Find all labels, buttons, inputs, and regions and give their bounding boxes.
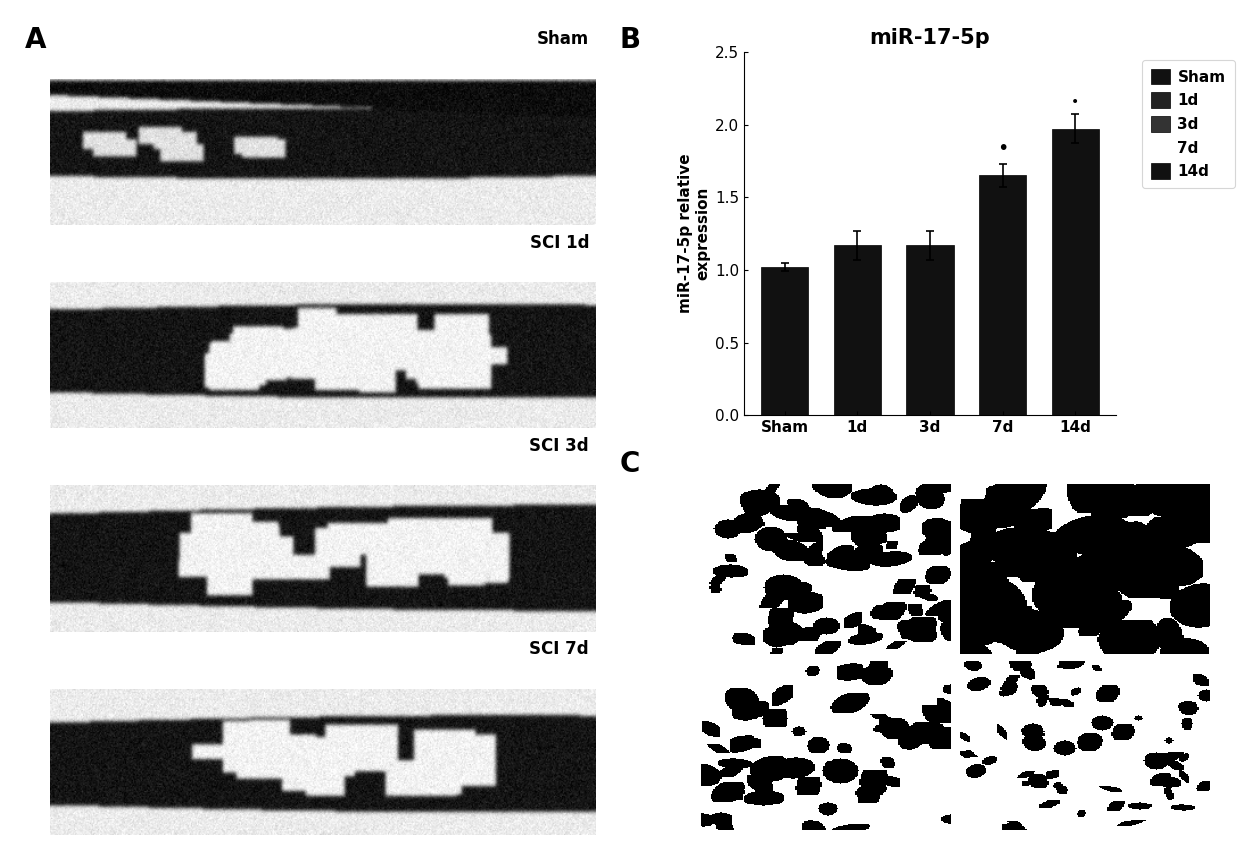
Text: SCI 1d: SCI 1d — [529, 234, 589, 252]
Text: A: A — [25, 26, 46, 54]
Bar — [980, 176, 1027, 415]
Legend: Sham, 1d, 3d, 7d, 14d: Sham, 1d, 3d, 7d, 14d — [1142, 60, 1235, 189]
Text: C: C — [620, 450, 640, 477]
Text: SCI 7d: SCI 7d — [529, 640, 589, 658]
Title: miR-17-5p: miR-17-5p — [869, 28, 991, 48]
Text: SCI 3d: SCI 3d — [529, 437, 589, 455]
Bar — [906, 245, 954, 415]
Text: B: B — [620, 26, 641, 54]
Text: •: • — [1071, 94, 1080, 109]
Text: •: • — [997, 139, 1008, 158]
Y-axis label: miR-17-5p relative
expression: miR-17-5p relative expression — [678, 154, 711, 313]
Text: Sham: Sham — [537, 30, 589, 48]
Bar — [1052, 129, 1099, 415]
Bar — [761, 267, 808, 415]
Bar — [833, 245, 880, 415]
